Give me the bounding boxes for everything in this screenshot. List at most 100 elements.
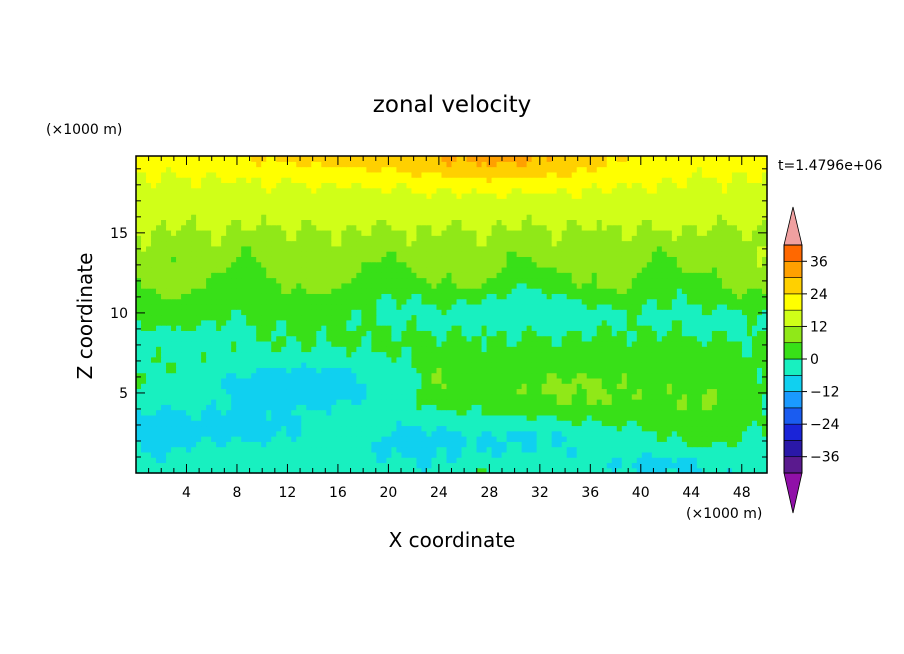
field-cell bbox=[661, 266, 668, 273]
field-cell bbox=[626, 335, 633, 342]
field-cell bbox=[631, 356, 638, 363]
field-cell bbox=[341, 356, 347, 363]
field-cell bbox=[751, 356, 758, 363]
field-cell bbox=[251, 457, 257, 464]
field-cell bbox=[616, 272, 623, 279]
field-cell bbox=[511, 309, 518, 316]
field-cell bbox=[671, 462, 678, 469]
field-cell bbox=[731, 399, 738, 405]
field-cell bbox=[461, 404, 468, 411]
field-cell bbox=[666, 351, 673, 358]
field-cell bbox=[391, 383, 398, 390]
field-cell bbox=[636, 393, 643, 400]
field-cell bbox=[651, 393, 658, 400]
field-cell bbox=[471, 467, 478, 474]
field-cell bbox=[646, 404, 653, 411]
field-cell bbox=[681, 309, 688, 316]
field-cell bbox=[731, 409, 738, 416]
field-cell bbox=[656, 293, 663, 300]
field-cell bbox=[696, 356, 703, 363]
field-cell bbox=[321, 272, 327, 279]
field-cell bbox=[191, 462, 197, 469]
field-cell bbox=[166, 319, 172, 326]
field-cell bbox=[756, 451, 763, 458]
field-cell bbox=[261, 330, 267, 337]
field-cell bbox=[361, 303, 367, 310]
field-cell bbox=[396, 261, 403, 268]
field-cell bbox=[181, 372, 187, 379]
field-cell bbox=[191, 298, 197, 305]
field-cell bbox=[406, 404, 413, 411]
field-cell bbox=[716, 409, 723, 416]
field-cell bbox=[276, 362, 282, 368]
field-cell bbox=[601, 420, 608, 427]
field-cell bbox=[411, 309, 418, 316]
field-cell bbox=[401, 372, 408, 379]
field-cell bbox=[601, 404, 608, 411]
field-cell bbox=[551, 383, 558, 390]
field-cell bbox=[626, 266, 633, 273]
field-cell bbox=[371, 372, 377, 379]
field-cell bbox=[171, 420, 177, 427]
field-cell bbox=[646, 330, 653, 337]
field-cell bbox=[691, 346, 698, 353]
field-cell bbox=[246, 261, 252, 268]
field-cell bbox=[606, 388, 613, 395]
field-cell bbox=[566, 319, 573, 326]
field-cell bbox=[726, 351, 733, 358]
field-cell bbox=[581, 282, 588, 289]
field-cell bbox=[391, 330, 398, 337]
field-cell bbox=[346, 414, 352, 421]
field-cell bbox=[661, 346, 668, 353]
field-cell bbox=[411, 393, 418, 400]
field-cell bbox=[431, 293, 438, 300]
field-cell bbox=[321, 293, 327, 300]
field-cell bbox=[746, 335, 753, 342]
field-cell bbox=[601, 298, 608, 305]
field-cell bbox=[696, 404, 703, 411]
field-cell bbox=[141, 303, 147, 310]
field-cell bbox=[636, 330, 643, 337]
field-cell bbox=[491, 414, 498, 421]
field-cell bbox=[746, 425, 753, 432]
field-cell bbox=[311, 414, 317, 421]
field-cell bbox=[211, 467, 217, 474]
field-cell bbox=[391, 303, 398, 310]
field-cell bbox=[451, 414, 458, 421]
field-cell bbox=[391, 282, 398, 289]
field-cell bbox=[701, 288, 708, 294]
field-cell bbox=[441, 335, 448, 342]
field-cell bbox=[231, 430, 237, 437]
field-cell bbox=[281, 335, 287, 342]
field-cell bbox=[621, 330, 628, 337]
field-cell bbox=[211, 346, 217, 353]
field-cell bbox=[701, 272, 708, 279]
field-cell bbox=[476, 451, 483, 458]
field-cell bbox=[196, 393, 202, 400]
field-cell bbox=[656, 457, 663, 464]
field-cell bbox=[426, 377, 433, 384]
field-cell bbox=[631, 309, 638, 316]
field-cell bbox=[356, 356, 362, 363]
field-cell bbox=[451, 309, 458, 316]
field-cell bbox=[591, 266, 598, 273]
field-cell bbox=[501, 441, 508, 448]
field-cell bbox=[251, 409, 257, 416]
field-cell bbox=[146, 335, 152, 342]
field-cell bbox=[741, 451, 748, 458]
field-cell bbox=[611, 414, 618, 421]
field-cell bbox=[431, 351, 438, 358]
field-cell bbox=[591, 282, 598, 289]
field-cell bbox=[616, 314, 623, 321]
field-cell bbox=[191, 436, 197, 442]
field-cell bbox=[251, 420, 257, 427]
field-cell bbox=[621, 467, 628, 474]
field-cell bbox=[141, 436, 147, 442]
field-cell bbox=[291, 399, 297, 405]
field-cell bbox=[431, 303, 438, 310]
field-cell bbox=[651, 319, 658, 326]
field-cell bbox=[216, 266, 222, 273]
field-cell bbox=[566, 298, 573, 305]
field-cell bbox=[486, 309, 493, 316]
field-cell bbox=[421, 457, 428, 464]
